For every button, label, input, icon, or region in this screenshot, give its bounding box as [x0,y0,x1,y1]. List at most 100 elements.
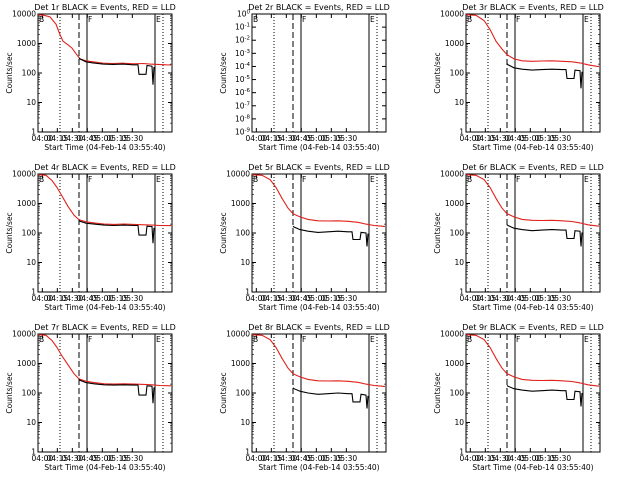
x-tick-label: 05:30 [336,294,358,303]
x-tick-label: 04:15 [261,294,283,303]
x-tick-label: 05:30 [122,134,144,143]
x-tick-label: 04:15 [475,294,497,303]
chart-title: Det 1r BLACK = Events, RED = LLD [34,3,176,12]
chart-panel-4: Det 4r BLACK = Events, RED = LLD 1 10 100 10… [5,163,176,312]
y-tick-label: 100 [450,229,465,238]
x-tick-label: 05:15 [535,134,557,143]
marker-label: E [584,15,589,24]
y-tick-label: 1000 [17,39,36,48]
x-tick-label: 05:15 [321,294,343,303]
y-tick-label: 10 [26,418,36,427]
y-tick-label: 10 [240,418,250,427]
x-tick-label: 04:30 [276,454,298,463]
marker-label: B [253,175,258,184]
chart-title: Det 4r BLACK = Events, RED = LLD [34,163,176,172]
x-tick-label: 05:00 [92,134,114,143]
chart-title: Det 9r BLACK = Events, RED = LLD [462,323,604,332]
x-tick-label: 05:30 [550,294,572,303]
y-tick-label: 100 [237,10,251,19]
events-series-line [292,387,369,409]
x-tick-label: 04:15 [475,454,497,463]
x-tick-label: 04:15 [47,294,69,303]
x-axis-label: Start Time (04-Feb-14 03:55:40) [472,303,593,312]
x-tick-label: 05:15 [535,294,557,303]
y-tick-label: 1 [459,128,464,137]
chart-panel-9: Det 9r BLACK = Events, RED = LLD 1 10 100 10… [433,323,604,472]
y-axis-label: Counts/sec [5,52,14,93]
x-tick-label: 05:00 [520,134,542,143]
marker-label: B [467,15,472,24]
x-tick-label: 04:45 [291,294,313,303]
marker-label: F [516,335,520,344]
y-tick-label: 1 [459,288,464,297]
y-tick-label: 10-6 [235,88,251,97]
events-series-line [78,378,155,404]
y-tick-label: 10000 [226,330,250,339]
x-tick-label: 05:30 [336,134,358,143]
y-tick-label: 1 [459,448,464,457]
lld-series-line [465,174,600,227]
marker-label: F [88,335,92,344]
y-tick-label: 10 [240,258,250,267]
x-axis-label: Start Time (04-Feb-14 03:55:40) [472,143,593,152]
lld-series-line [37,174,172,227]
x-tick-label: 04:15 [261,454,283,463]
x-tick-label: 04:30 [62,454,84,463]
x-tick-label: 05:00 [306,134,328,143]
y-tick-label: 1000 [445,39,464,48]
marker-label: E [370,175,375,184]
x-tick-label: 05:30 [122,454,144,463]
y-tick-label: 10-5 [235,75,251,84]
events-series-line [292,225,369,247]
x-tick-label: 04:15 [47,454,69,463]
x-tick-label: 05:15 [535,454,557,463]
x-tick-label: 05:00 [520,454,542,463]
y-tick-label: 10000 [12,170,36,179]
marker-label: F [302,175,306,184]
marker-label: E [584,175,589,184]
marker-label: F [516,15,520,24]
x-axis-label: Start Time (04-Feb-14 03:55:40) [258,143,379,152]
y-axis-label: Counts/sec [219,212,228,253]
y-tick-label: 1000 [17,359,36,368]
y-tick-label: 10 [26,258,36,267]
marker-label: E [156,15,161,24]
x-tick-label: 04:30 [490,134,512,143]
y-tick-label: 10-7 [235,101,251,110]
y-tick-label: 100 [22,69,37,78]
lld-series-line [251,334,386,388]
y-tick-label: 1 [245,448,250,457]
y-tick-label: 10 [454,418,464,427]
x-tick-label: 04:45 [77,454,99,463]
x-axis-label: Start Time (04-Feb-14 03:55:40) [258,463,379,472]
plot-frame [251,13,387,133]
x-tick-label: 05:30 [550,454,572,463]
y-tick-label: 10-8 [235,114,251,123]
x-tick-label: 05:15 [321,454,343,463]
y-tick-label: 1 [31,128,36,137]
y-tick-label: 10-1 [235,23,250,32]
x-tick-label: 05:00 [92,454,114,463]
x-tick-label: 04:15 [261,134,283,143]
y-tick-label: 10-9 [235,128,251,137]
x-tick-label: 05:15 [107,134,129,143]
x-tick-label: 04:00 [460,454,482,463]
x-tick-label: 05:30 [122,294,144,303]
y-tick-label: 10000 [440,330,464,339]
chart-title: Det 8r BLACK = Events, RED = LLD [248,323,390,332]
marker-label: B [253,335,258,344]
x-tick-label: 04:30 [62,294,84,303]
y-axis-label: Counts/sec [219,52,228,93]
x-tick-label: 04:30 [62,134,84,143]
x-tick-label: 05:00 [306,454,328,463]
y-tick-label: 10 [454,98,464,107]
y-tick-label: 1000 [445,199,464,208]
y-tick-label: 1 [31,448,36,457]
x-tick-label: 04:45 [291,134,313,143]
chart-panel-3: Det 3r BLACK = Events, RED = LLD 1 10 100 10… [433,3,604,152]
chart-panel-7: Det 7r BLACK = Events, RED = LLD 1 10 100 10… [5,323,176,472]
marker-label: B [253,15,258,24]
y-tick-label: 10-3 [235,49,251,58]
x-tick-label: 05:15 [107,454,129,463]
